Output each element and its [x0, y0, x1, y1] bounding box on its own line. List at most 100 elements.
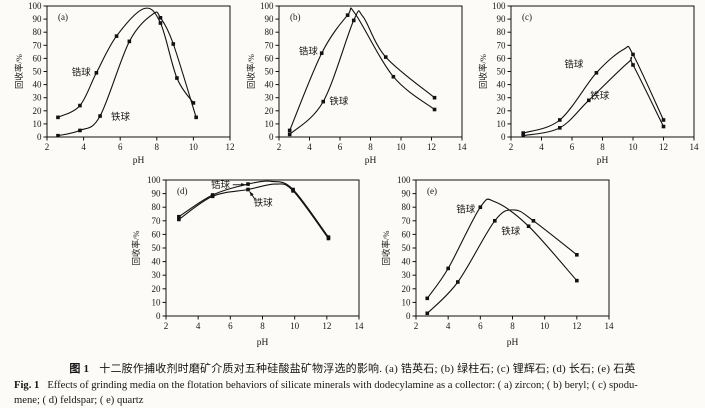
data-marker	[631, 52, 635, 57]
y-tick-label: 50	[33, 67, 43, 77]
series-curve-iron-ball	[178, 183, 329, 239]
data-marker	[425, 296, 430, 301]
series-curve-iron-ball	[289, 10, 435, 135]
y-tick-label: 30	[265, 93, 275, 103]
data-marker	[56, 115, 60, 120]
y-tick-label: 10	[33, 119, 43, 129]
y-tick-label: 10	[265, 119, 275, 129]
y-tick-label: 10	[402, 297, 412, 307]
y-axis-label: 回收率/%	[131, 231, 141, 266]
data-marker	[383, 55, 388, 59]
y-tick-label: 80	[152, 202, 162, 212]
y-tick-label: 20	[152, 284, 162, 294]
y-tick-label: 70	[497, 40, 507, 50]
y-tick-label: 40	[402, 257, 412, 267]
x-tick-label: 4	[81, 142, 86, 152]
data-marker	[210, 194, 215, 199]
y-tick-label: 60	[152, 229, 162, 239]
series-markers-zirconia-ball	[521, 52, 666, 135]
data-marker	[425, 311, 430, 316]
data-marker	[287, 132, 292, 137]
y-tick-label: 0	[37, 132, 42, 142]
data-marker	[558, 126, 562, 130]
x-axis-label: pH	[133, 156, 145, 166]
x-tick-label: 12	[572, 321, 581, 331]
y-axis-label: 回收率/%	[478, 54, 488, 89]
y-axis-label: 回收率/%	[381, 231, 391, 266]
x-tick-label: 12	[226, 142, 235, 152]
y-tick-label: 80	[33, 27, 43, 37]
data-marker	[177, 214, 181, 219]
data-marker	[432, 107, 437, 112]
y-tick-label: 40	[265, 80, 275, 90]
y-tick-label: 20	[402, 284, 412, 294]
series-markers-zirconia-ball	[56, 21, 196, 120]
y-tick-label: 10	[497, 119, 507, 129]
x-tick-label: 14	[458, 142, 468, 152]
chart-row-top: 2 4 6 8 10 12 0 10 20 30 40 50 60 70 80 90 100 pH 回收率/% (a)…	[0, 1, 705, 172]
series-label-zirconia-ball: 锆球	[299, 45, 319, 57]
y-tick-label: 50	[265, 67, 275, 77]
x-axis-label: pH	[257, 338, 269, 348]
x-tick-label: 12	[322, 321, 331, 331]
y-tick-label: 90	[497, 14, 507, 24]
chart-panel-b: 2 4 6 8 10 12 14 0 10 20 30 40 50 60 70 80 90 100 pH 回收率/% (…	[245, 1, 471, 172]
x-tick-label: 2	[45, 142, 50, 152]
chart-row-bottom: 2 4 6 8 10 12 14 0 10 20 30 40 50 60 70 80 90 100 pH 回收率/%(…	[0, 174, 705, 354]
series-markers-zirconia-ball	[287, 13, 437, 133]
data-marker	[158, 15, 163, 20]
y-tick-label: 20	[33, 106, 43, 116]
series-label-zirconia-ball: 锆球	[456, 204, 476, 216]
x-tick-label: 14	[605, 321, 615, 331]
series-markers-zirconia-ball	[425, 205, 579, 301]
y-tick-label: 10	[152, 297, 162, 307]
y-tick-label: 70	[33, 40, 43, 50]
series-label-iron-ball: 铁球	[254, 197, 274, 209]
data-marker	[558, 118, 562, 122]
x-tick-label: 6	[570, 142, 575, 152]
y-tick-label: 50	[497, 67, 507, 77]
data-marker	[575, 278, 579, 283]
caption-zh-text: 十二胺作捕收剂时磨矿介质对五种硅酸盐矿物浮选的影响. (a) 锆英石; (b) …	[99, 363, 636, 375]
data-marker	[661, 124, 666, 129]
x-tick-label: 14	[355, 321, 365, 331]
x-tick-label: 6	[478, 321, 483, 331]
chart-svg-c: 2 4 6 8 10 12 14 0 10 20 30 40 50 60 70 80 90 100 pH 回收率/% (…	[478, 1, 699, 166]
series-markers-zirconia-ball	[177, 182, 331, 239]
x-tick-label: 4	[307, 142, 312, 152]
series-curve-zirconia-ball	[289, 7, 435, 131]
data-marker	[78, 103, 82, 108]
series-label-zirconia-ball: 锆球	[211, 179, 231, 191]
x-tick-label: 6	[228, 321, 233, 331]
y-tick-label: 0	[269, 132, 274, 142]
data-marker	[391, 74, 396, 79]
series-markers-iron-ball	[425, 219, 579, 316]
x-tick-label: 12	[427, 142, 436, 152]
figure-caption: 图 1 十二胺作捕收剂时磨矿介质对五种硅酸盐矿物浮选的影响. (a) 锆英石; (…	[0, 360, 705, 408]
series-curve-iron-ball	[426, 209, 578, 314]
series-label-iron-ball: 铁球	[329, 95, 349, 107]
x-tick-label: 8	[600, 142, 605, 152]
y-tick-label: 90	[402, 189, 412, 199]
data-marker	[521, 133, 525, 138]
y-tick-label: 100	[28, 1, 42, 11]
data-marker	[171, 42, 176, 46]
x-axis-label: pH	[507, 338, 519, 348]
data-marker	[594, 71, 599, 75]
y-tick-label: 40	[497, 80, 507, 90]
y-tick-label: 30	[497, 93, 507, 103]
y-tick-label: 90	[152, 189, 162, 199]
x-tick-label: 8	[510, 321, 515, 331]
caption-en-text: Effects of grinding media on the flotati…	[47, 380, 638, 391]
data-marker	[575, 253, 579, 257]
x-tick-label: 10	[540, 321, 550, 331]
series-curve-iron-ball	[523, 56, 664, 137]
y-tick-label: 100	[260, 1, 274, 11]
series-label-iron-ball: 铁球	[501, 225, 521, 237]
data-marker	[631, 63, 635, 67]
label-arrow-head	[249, 191, 254, 197]
series-markers-iron-ball	[56, 15, 198, 138]
data-marker	[326, 236, 331, 241]
caption-english-line2: mene; ( d) feldspar; ( e) quartz	[14, 395, 144, 406]
